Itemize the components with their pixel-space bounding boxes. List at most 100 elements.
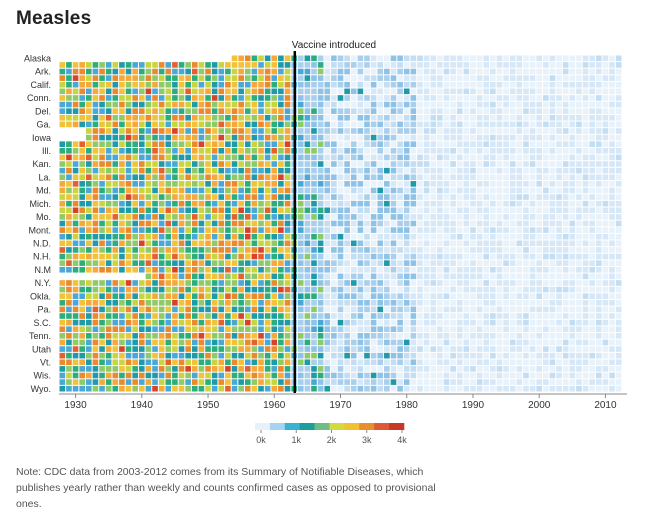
heat-cell: [556, 227, 562, 233]
heat-cell: [304, 101, 311, 108]
heat-cell: [99, 372, 105, 379]
heat-cell: [556, 101, 562, 108]
heat-cell: [463, 306, 470, 313]
heat-cell: [463, 62, 470, 68]
heat-cell: [264, 333, 271, 339]
heat-cell: [456, 253, 463, 260]
heat-cell: [456, 326, 463, 333]
heat-cell: [99, 121, 105, 128]
heat-cell: [198, 352, 205, 359]
heat-cell: [132, 326, 138, 333]
heat-cell: [324, 280, 331, 286]
heat-cell: [529, 95, 536, 101]
heat-cell: [225, 346, 231, 352]
heat-cell: [615, 266, 622, 273]
heat-cell: [403, 95, 410, 101]
heat-cell: [211, 108, 218, 114]
heat-cell: [370, 134, 377, 141]
heat-cell: [105, 121, 112, 128]
heat-cell: [589, 359, 595, 366]
heat-cell: [490, 247, 496, 253]
heat-cell: [582, 266, 589, 273]
heat-cell: [152, 62, 158, 68]
heat-cell: [430, 326, 437, 333]
heat-cell: [549, 366, 556, 372]
heat-cell: [158, 372, 165, 379]
heat-cell: [119, 114, 125, 121]
heat-cell: [609, 187, 615, 194]
heat-cell: [615, 299, 622, 306]
heat-cell: [569, 181, 576, 187]
heat-cell: [357, 62, 364, 68]
heat-cell: [410, 161, 417, 167]
heat-cell: [450, 194, 456, 200]
heat-cell: [543, 200, 549, 207]
heat-cell: [529, 260, 536, 266]
heat-cell: [311, 121, 317, 128]
heat-cell: [218, 240, 225, 247]
heat-cell: [370, 95, 377, 101]
heat-cell: [198, 68, 205, 75]
heat-cell: [410, 247, 417, 253]
heat-cell: [331, 214, 337, 220]
heat-cell: [264, 326, 271, 333]
heat-cell: [132, 359, 138, 366]
heat-cell: [476, 55, 483, 62]
heat-cell: [225, 187, 231, 194]
heat-cell: [390, 266, 397, 273]
heat-cell: [377, 260, 384, 266]
heat-cell: [562, 260, 569, 266]
heat-cell: [264, 148, 271, 154]
heat-cell: [258, 194, 264, 200]
heat-cell: [589, 379, 595, 385]
heat-cell: [562, 359, 569, 366]
heat-cell: [297, 75, 304, 81]
heat-cell: [297, 81, 304, 88]
legend-tick-label: 1k: [291, 435, 301, 445]
heat-cell: [543, 220, 549, 227]
state-label: Ga.: [36, 120, 51, 130]
heat-cell: [456, 154, 463, 161]
heat-cell: [476, 313, 483, 319]
heat-cell: [238, 167, 244, 174]
heat-cell: [297, 220, 304, 227]
heat-cell: [225, 181, 231, 187]
heat-cell: [66, 62, 72, 68]
heat-cell: [549, 260, 556, 266]
heat-cell: [119, 346, 125, 352]
heat-cell: [138, 194, 145, 200]
heat-cell: [331, 108, 337, 114]
heat-cell: [543, 95, 549, 101]
heat-cell: [284, 181, 291, 187]
heat-cell: [602, 339, 609, 346]
heat-cell: [516, 359, 523, 366]
heat-cell: [536, 114, 543, 121]
heat-cell: [549, 194, 556, 200]
heat-cell: [337, 134, 344, 141]
heat-cell: [92, 121, 99, 128]
heat-cell: [66, 313, 72, 319]
heat-cell: [529, 68, 536, 75]
heat-cell: [390, 88, 397, 95]
heat-cell: [503, 220, 509, 227]
heat-cell: [125, 313, 132, 319]
heat-cell: [569, 95, 576, 101]
heat-cell: [397, 233, 403, 240]
heat-cell: [357, 121, 364, 128]
heat-cell: [132, 306, 138, 313]
heat-cell: [311, 81, 317, 88]
heat-cell: [357, 194, 364, 200]
heat-cell: [178, 108, 185, 114]
heat-cell: [490, 81, 496, 88]
heat-cell: [509, 247, 516, 253]
heat-cell: [138, 62, 145, 68]
heat-cell: [337, 174, 344, 181]
heat-cell: [596, 346, 602, 352]
heat-cell: [423, 187, 430, 194]
heat-cell: [105, 372, 112, 379]
heat-cell: [158, 114, 165, 121]
heat-cell: [543, 339, 549, 346]
heat-cell: [66, 121, 72, 128]
heat-cell: [178, 227, 185, 233]
heat-cell: [397, 326, 403, 333]
